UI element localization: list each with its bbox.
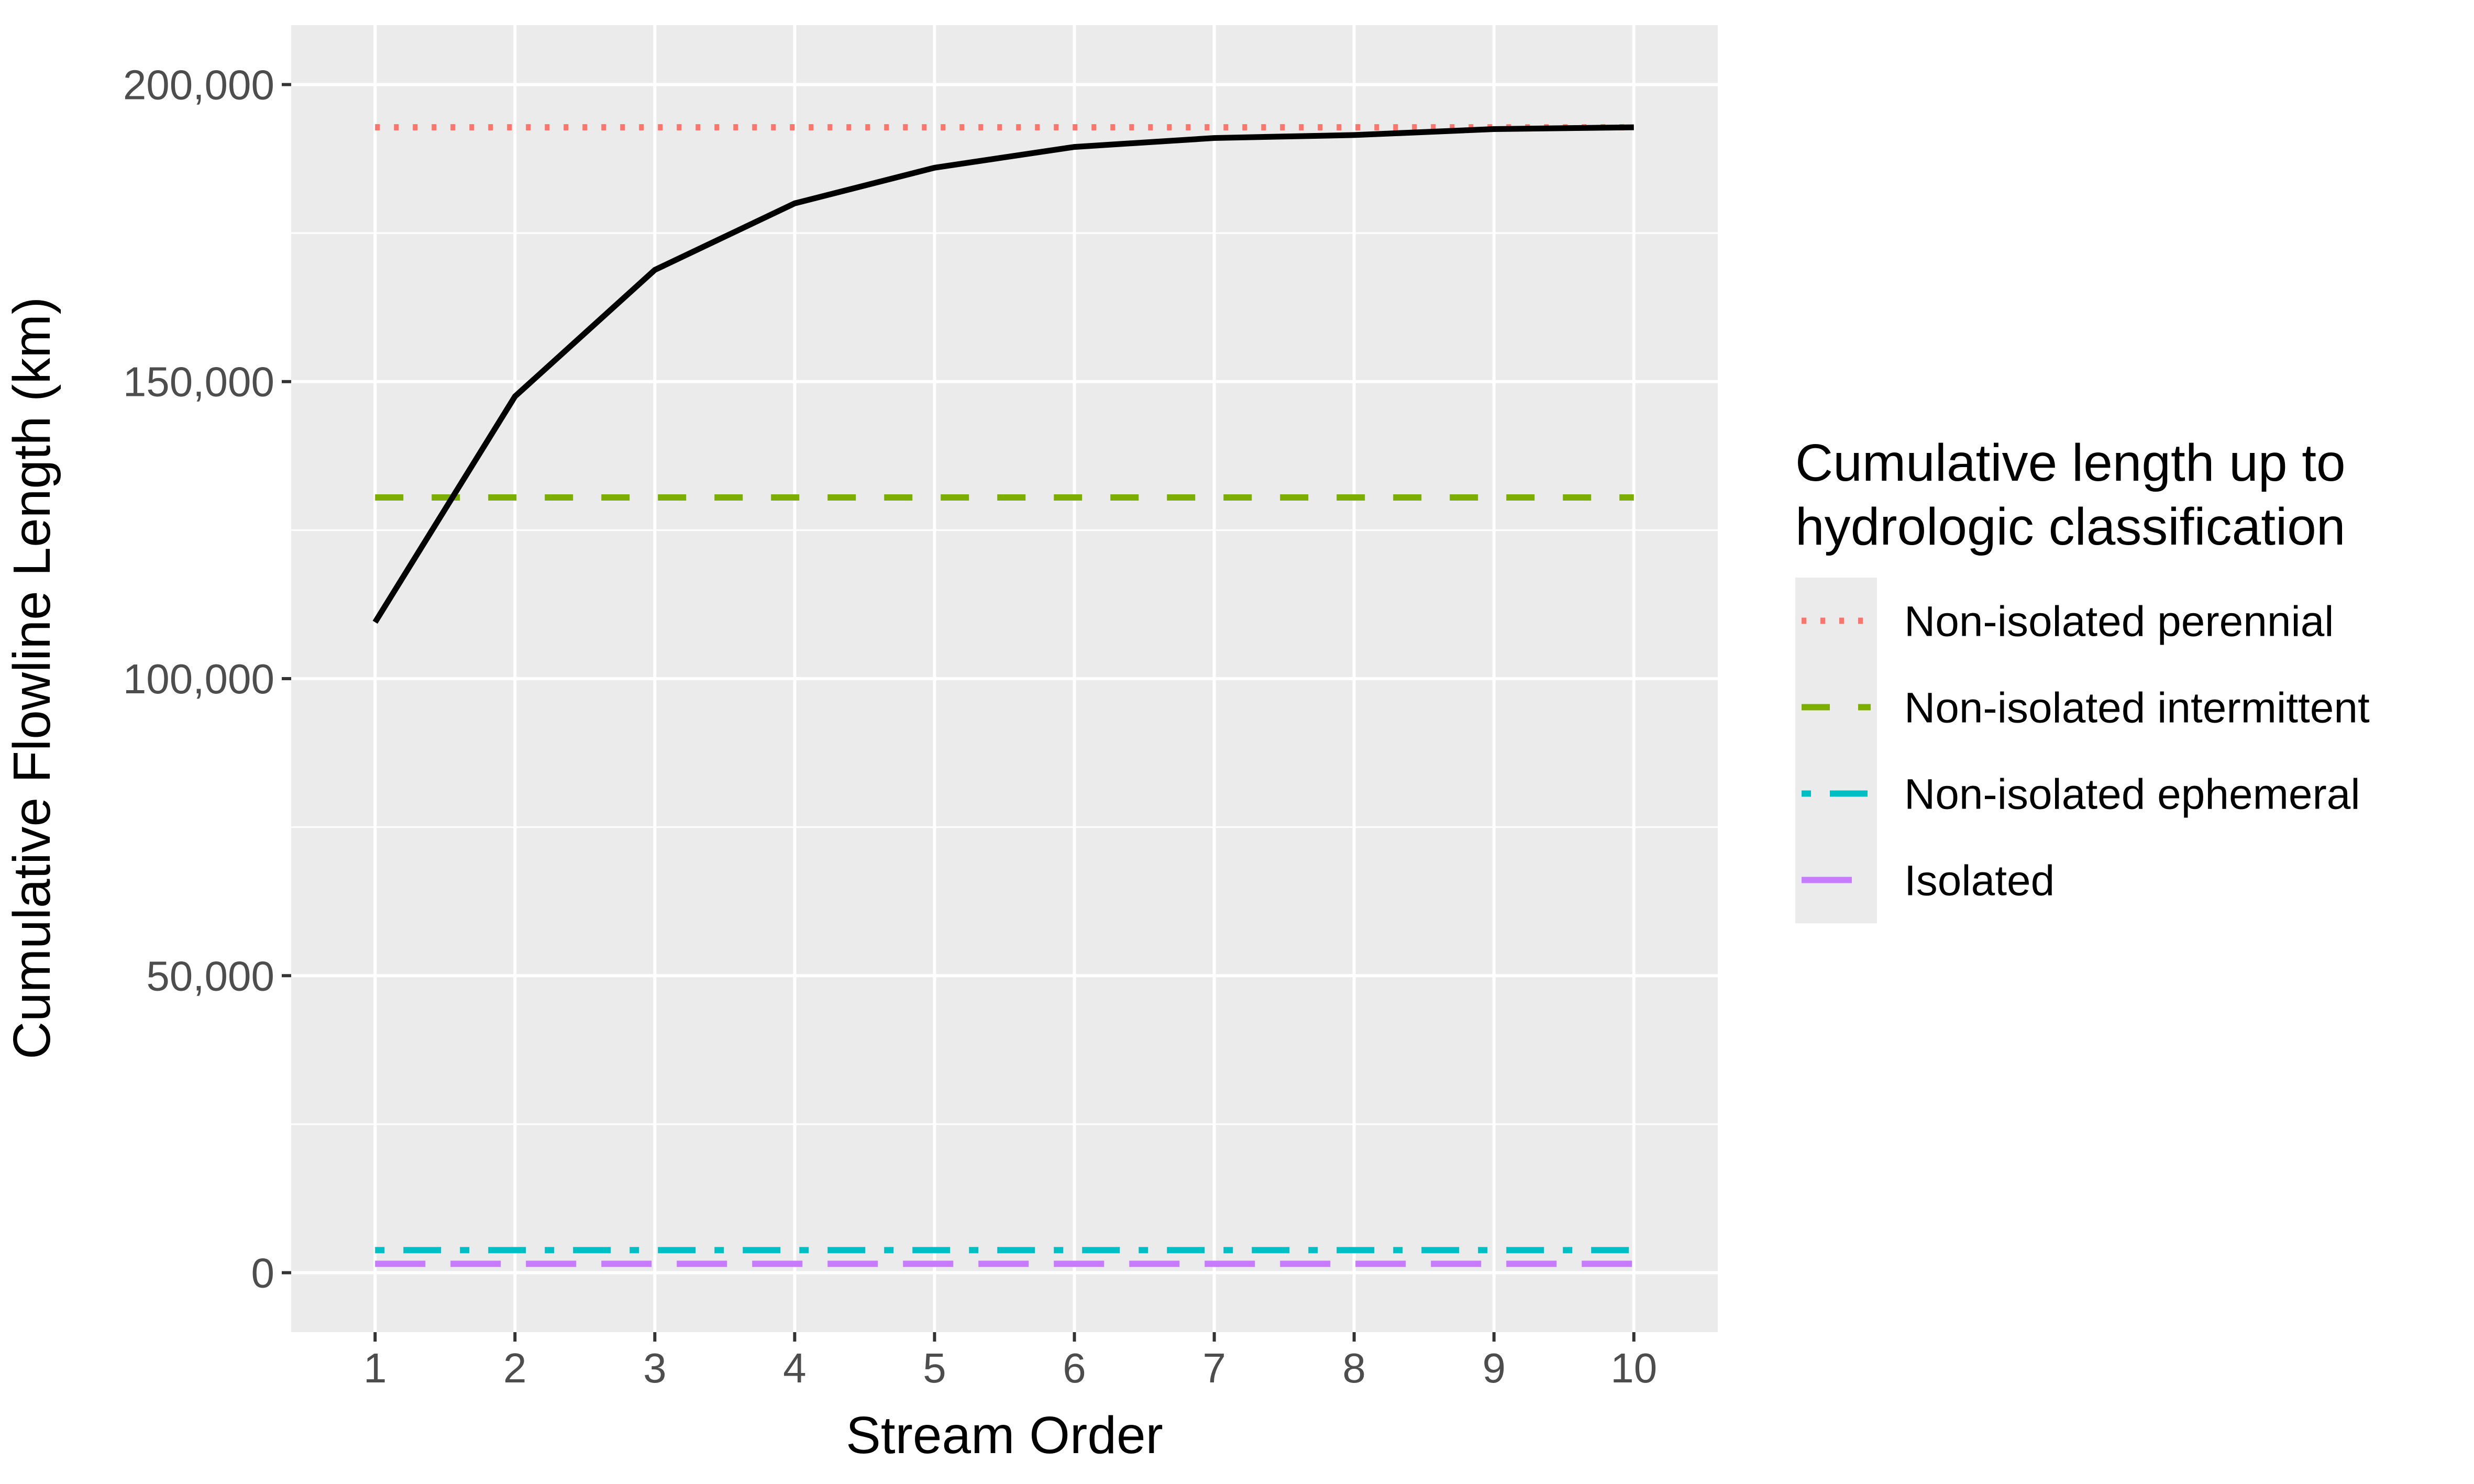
legend-label: Non-isolated ephemeral <box>1904 771 2360 818</box>
x-tick-label: 6 <box>1063 1345 1086 1391</box>
x-tick-label: 2 <box>503 1345 527 1391</box>
legend-items: Non-isolated perennial Non-isolated inter… <box>1795 578 2370 923</box>
legend-label: Non-isolated perennial <box>1904 598 2334 646</box>
minor-grid <box>291 232 1718 1125</box>
reference-lines <box>375 124 1634 1267</box>
x-tick-label: 4 <box>783 1345 807 1391</box>
y-tick-label: 50,000 <box>146 953 274 999</box>
y-tick-label: 0 <box>251 1250 275 1297</box>
y-tick-label: 200,000 <box>123 61 274 108</box>
y-tick-label: 150,000 <box>123 359 274 405</box>
x-tick-label: 8 <box>1342 1345 1366 1391</box>
legend-title-line-2: hydrologic classification <box>1795 497 2346 556</box>
legend: Cumulative length up to hydrologic class… <box>1795 434 2370 923</box>
data-line <box>372 124 1634 624</box>
legend-title-line-1: Cumulative length up to <box>1795 434 2346 492</box>
y-axis-title: Cumulative Flowline Length (km) <box>3 297 61 1059</box>
x-tick-label: 5 <box>923 1345 946 1391</box>
legend-label: Non-isolated intermittent <box>1904 684 2370 732</box>
data-series <box>372 124 1634 624</box>
x-axis: 1 2 3 4 5 6 7 8 9 10 <box>363 1332 1657 1391</box>
x-tick-label: 9 <box>1482 1345 1506 1391</box>
x-tick-label: 1 <box>363 1345 387 1391</box>
x-axis-title: Stream Order <box>846 1406 1163 1465</box>
legend-label: Isolated <box>1904 857 2055 905</box>
x-tick-label: 10 <box>1610 1345 1657 1391</box>
x-tick-label: 3 <box>643 1345 667 1391</box>
y-axis: 0 50,000 100,000 150,000 200,000 <box>123 61 291 1297</box>
legend-key-background <box>1795 578 1877 923</box>
y-tick-label: 100,000 <box>123 656 274 702</box>
x-tick-label: 7 <box>1202 1345 1226 1391</box>
